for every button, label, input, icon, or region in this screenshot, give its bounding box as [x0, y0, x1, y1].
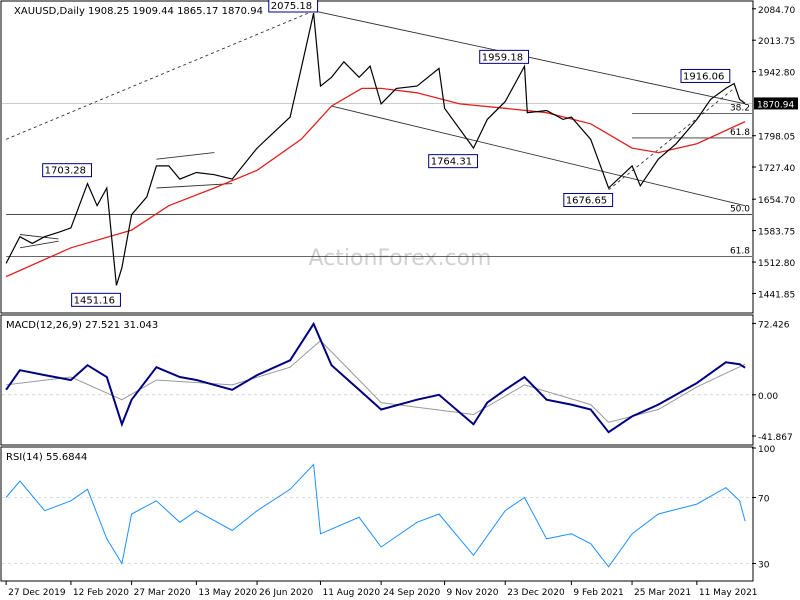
annotation-box-4 [428, 154, 479, 169]
recovery-trendline [608, 88, 735, 191]
rsi-title: RSI(14) 55.6844 [6, 452, 87, 463]
x-tick-3: 13 May 2020 [198, 588, 257, 598]
macd-tick-1: 0.00 [758, 392, 778, 402]
x-tick-2: 27 Mar 2020 [134, 588, 191, 598]
rsi-tick-2: 30 [758, 561, 770, 571]
macd-layer [2, 321, 752, 434]
macd-line [5, 321, 746, 434]
annotation-label-2: 1916.06 [683, 71, 724, 82]
x-tick-8: 23 Dec 2020 [507, 588, 565, 598]
fib-label-0: 38.2 [730, 104, 750, 114]
axis-layer: 2084.70 2013.75 1942.80 1870.94 1798.05 1727.… [5, 6, 798, 598]
x-tick-6: 24 Sep 2020 [383, 588, 440, 598]
price-tick-8: 1512.80 [758, 259, 795, 269]
annotation-label-3: 1703.28 [45, 166, 86, 177]
price-current-bg [754, 97, 798, 110]
price-tick-1: 2013.75 [758, 37, 795, 47]
price-tick-0: 2084.70 [758, 6, 795, 16]
macd-title: MACD(12,26,9) 27.521 31.043 [6, 320, 158, 331]
triangle-top-line [19, 234, 59, 240]
symbol-label: XAUUSD,Daily [14, 6, 85, 17]
price-tick-7: 1583.75 [758, 228, 795, 238]
price-tick-3: 1870.94 [757, 100, 794, 110]
macd-tick-2: -41.867 [758, 433, 793, 443]
macd-panel-frame [0, 314, 754, 446]
x-tick-9: 9 Feb 2021 [573, 588, 623, 598]
x-tick-0: 27 Dec 2019 [8, 588, 66, 598]
x-tick-10: 25 Mar 2021 [634, 588, 691, 598]
rsi-panel-frame [0, 446, 754, 582]
x-tick-4: 26 Jun 2020 [259, 588, 313, 598]
annotation-label-6: 1451.16 [74, 295, 115, 306]
macd-tick-0: 72.426 [758, 320, 790, 330]
rsi-layer [2, 463, 752, 568]
fib-label-2: 50.0 [730, 205, 750, 215]
rsi-tick-0: 100 [758, 445, 775, 455]
x-tick-11: 11 May 2021 [699, 588, 758, 598]
x-tick-1: 12 Feb 2020 [73, 588, 129, 598]
annotation-box-0 [268, 0, 319, 13]
x-tick-5: 11 Aug 2020 [322, 588, 380, 598]
price-tick-2: 1942.80 [758, 69, 795, 79]
x-tick-7: 9 Nov 2020 [447, 588, 499, 598]
annotation-label-1: 1959.18 [482, 52, 523, 63]
annotation-label-0: 2075.18 [271, 1, 312, 12]
annotation-box-5 [563, 192, 614, 207]
ohlc-label: 1908.25 1909.44 1865.17 1870.94 [88, 6, 263, 17]
price-tick-4: 1798.05 [758, 133, 795, 143]
ema-line [5, 87, 746, 278]
dashed-trendline [5, 10, 314, 140]
price-line [5, 12, 746, 286]
annotation-label-4: 1764.31 [431, 157, 472, 168]
rsi-line [5, 463, 746, 568]
price-tick-5: 1727.40 [758, 164, 795, 174]
annotation-box-3 [42, 163, 92, 178]
flag-bottom-line [156, 183, 233, 189]
annotation-box-2 [680, 68, 731, 83]
price-layer: 38.2 61.8 50.0 61.8 2075.18 1959.18 1916.06 170… [2, 0, 752, 307]
price-tick-6: 1654.70 [758, 196, 795, 206]
price-tick-9: 1441.85 [758, 290, 795, 300]
flag-top-line [156, 152, 215, 160]
fib-label-3: 61.8 [730, 247, 750, 257]
annotation-box-1 [479, 49, 530, 64]
triangle-bottom-line [19, 240, 59, 249]
fib-label-1: 61.8 [730, 128, 750, 138]
annotation-box-6 [71, 292, 121, 307]
watermark: ActionForex.com [309, 246, 492, 271]
annotation-label-5: 1676.65 [566, 195, 607, 206]
channel-upper-line [313, 10, 746, 105]
price-panel-frame [0, 0, 754, 314]
channel-lower-line [331, 105, 746, 207]
rsi-tick-1: 70 [758, 495, 770, 505]
